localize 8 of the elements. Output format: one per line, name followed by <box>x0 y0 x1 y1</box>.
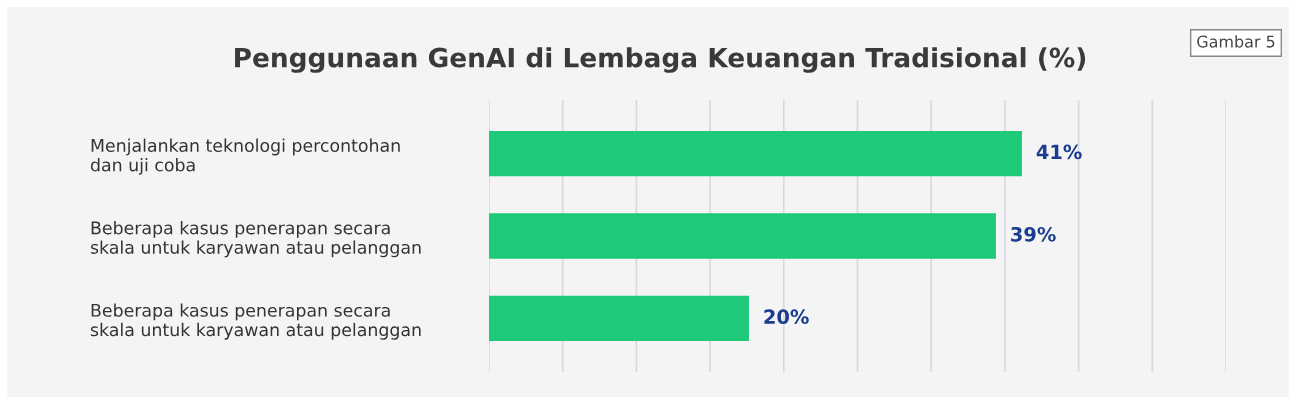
y-tick-label: Beberapa kasus penerapan secara skala untuk karyawan atau pelanggan <box>90 221 421 258</box>
text: Gambar 5 <box>1197 35 1275 48</box>
y-tick-label: Menjalankan teknologi percontohan dan uji coba <box>90 138 400 175</box>
data-label: 20% <box>764 309 809 325</box>
data-label: 41% <box>1036 144 1082 160</box>
y-tick-label: Beberapa kasus penerapan secara skala untuk karyawan atau pelanggan <box>90 303 421 340</box>
chart-title: Penggunaan GenAI di Lembaga Keuangan Tradisional (%) <box>235 47 1086 73</box>
data-label: 39% <box>1011 226 1056 242</box>
